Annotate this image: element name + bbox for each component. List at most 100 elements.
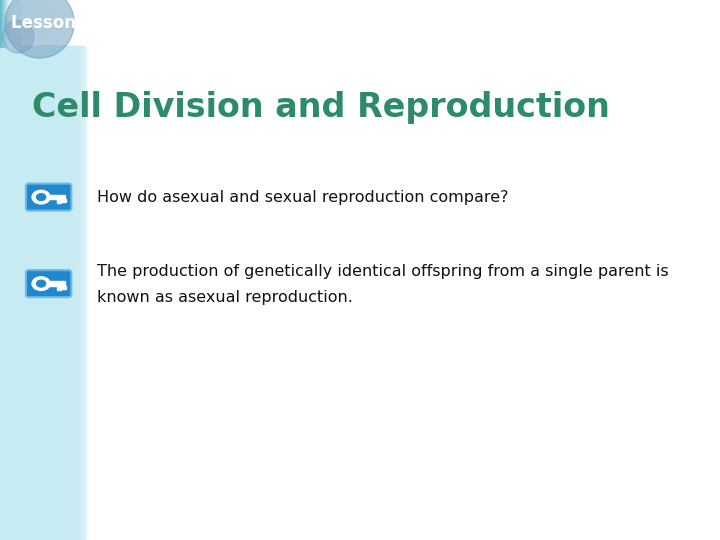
Bar — [0, 46, 65, 540]
Bar — [2, 0, 12, 46]
Polygon shape — [2, 21, 34, 53]
Bar — [2, 0, 13, 46]
Bar — [0, 46, 11, 540]
Bar — [0, 0, 11, 46]
Bar — [57, 286, 61, 290]
Bar — [0, 46, 39, 540]
Bar — [3, 0, 13, 46]
Bar — [0, 0, 11, 46]
Bar — [6, 0, 17, 46]
Text: The production of genetically identical offspring from a single parent is: The production of genetically identical … — [97, 265, 669, 279]
Bar — [5, 0, 15, 46]
Bar — [5, 0, 16, 46]
Bar — [5, 0, 16, 46]
Bar — [6, 0, 17, 46]
Bar — [9, 0, 19, 46]
Bar — [4, 0, 15, 46]
Bar — [6, 0, 16, 46]
Bar — [4, 0, 14, 46]
Bar — [1, 0, 12, 46]
Bar — [0, 46, 63, 540]
Bar — [8, 0, 19, 46]
Bar — [8, 0, 18, 46]
Text: Lesson Overview: Lesson Overview — [11, 14, 169, 32]
Bar — [0, 46, 86, 540]
Bar — [48, 194, 66, 199]
Bar — [4, 0, 14, 46]
Bar — [4, 0, 14, 46]
Bar — [0, 46, 58, 540]
Bar — [9, 0, 19, 46]
Bar — [0, 46, 15, 540]
Bar — [9, 0, 19, 46]
Bar — [1, 0, 12, 46]
Bar — [8, 0, 18, 46]
Bar — [62, 286, 66, 288]
Bar — [0, 46, 80, 540]
Bar — [1, 0, 11, 46]
Bar — [0, 46, 67, 540]
Bar — [6, 0, 16, 46]
Bar — [1, 0, 12, 46]
Bar — [2, 0, 13, 46]
Bar — [7, 0, 18, 46]
Bar — [0, 46, 84, 540]
FancyBboxPatch shape — [26, 270, 71, 297]
Bar — [8, 0, 19, 46]
Bar — [4, 0, 14, 46]
Bar — [6, 0, 16, 46]
FancyBboxPatch shape — [26, 184, 71, 211]
Bar — [4, 0, 14, 46]
Bar — [7, 0, 17, 46]
Bar — [0, 46, 50, 540]
Bar — [7, 0, 17, 46]
Bar — [0, 46, 35, 540]
Bar — [1, 0, 12, 46]
Bar — [8, 0, 18, 46]
Bar — [6, 0, 17, 46]
Bar — [0, 0, 11, 46]
Circle shape — [32, 190, 50, 204]
Bar — [3, 0, 13, 46]
Bar — [3, 0, 13, 46]
Bar — [7, 0, 17, 46]
Bar — [48, 281, 66, 286]
Bar — [8, 0, 19, 46]
Bar — [5, 0, 16, 46]
Bar — [3, 0, 14, 46]
Bar — [0, 46, 17, 540]
Bar — [4, 0, 15, 46]
Bar — [0, 46, 13, 540]
Bar — [0, 46, 71, 540]
Bar — [1, 0, 11, 46]
Bar — [0, 46, 37, 540]
Bar — [0, 46, 48, 540]
Bar — [0, 46, 41, 540]
Bar — [2, 0, 13, 46]
Bar — [0, 46, 78, 540]
Bar — [0, 46, 45, 540]
Bar — [2, 0, 12, 46]
Polygon shape — [11, 0, 54, 41]
Bar — [1, 0, 12, 46]
Bar — [0, 46, 30, 540]
Bar — [0, 46, 52, 540]
Bar — [1, 0, 12, 46]
Bar — [4, 0, 14, 46]
Bar — [0, 46, 82, 540]
Bar — [6, 0, 16, 46]
Bar — [62, 199, 66, 202]
Bar — [9, 0, 19, 46]
Bar — [0, 46, 54, 540]
Bar — [7, 0, 18, 46]
Bar — [7, 0, 18, 46]
Bar — [0, 46, 60, 540]
Bar — [3, 0, 14, 46]
Text: Cell Division and Reproduction: Cell Division and Reproduction — [32, 91, 611, 125]
Bar — [1, 0, 12, 46]
Text: Cell Growth, Division, and Reproduction: Cell Growth, Division, and Reproduction — [202, 14, 532, 32]
Bar — [0, 46, 76, 540]
Bar — [1, 0, 12, 46]
Circle shape — [37, 280, 45, 287]
Bar — [4, 0, 14, 46]
